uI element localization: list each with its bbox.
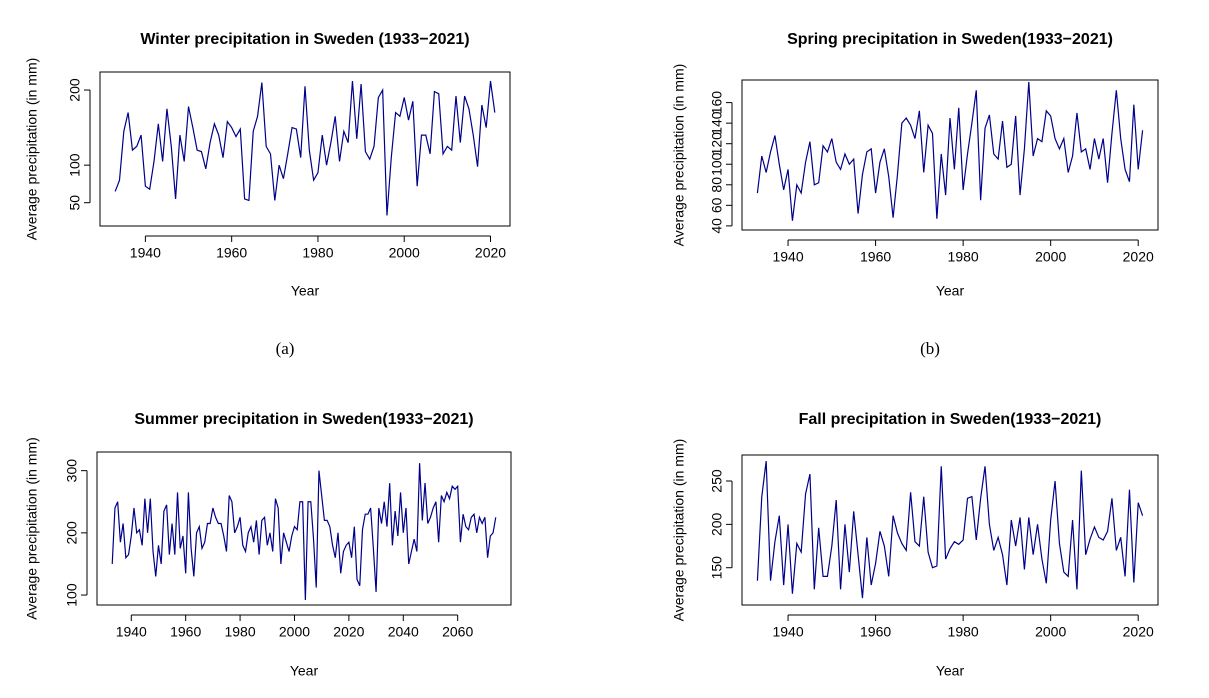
x-axis-label: Year (936, 663, 965, 679)
data-line (111, 463, 497, 601)
x-tick-label: 1960 (216, 245, 247, 261)
x-tick-label: 2020 (475, 245, 506, 261)
x-tick-label: 1960 (170, 624, 201, 640)
x-tick-label: 2000 (1035, 249, 1066, 265)
y-tick-label: 60 (709, 197, 725, 213)
caption: (b) (920, 339, 940, 358)
x-tick-label: 2040 (388, 624, 419, 640)
x-tick-label: 2000 (389, 245, 420, 261)
x-tick-label: 1960 (860, 249, 891, 265)
y-axis-label: Average precipitation (in mm) (671, 439, 687, 622)
y-tick-label: 300 (64, 459, 80, 483)
x-axis-label: Year (291, 283, 320, 299)
y-axis-label: Average precipitation (in mm) (24, 58, 40, 241)
y-tick-label: 100 (67, 153, 83, 177)
x-axis-label: Year (290, 663, 319, 679)
y-tick-label: 140 (709, 111, 725, 135)
plot-box (99, 71, 511, 227)
plot-box (96, 451, 512, 606)
y-tick-label: 250 (709, 469, 725, 493)
y-tick-label: 40 (709, 218, 725, 234)
y-tick-label: 150 (709, 556, 725, 580)
caption: (a) (276, 339, 295, 358)
x-tick-label: 1980 (948, 624, 979, 640)
x-tick-label: 1960 (860, 624, 891, 640)
y-tick-label: 50 (67, 195, 83, 211)
data-line (756, 460, 1144, 599)
plot-box (741, 454, 1159, 606)
y-tick-label: 120 (709, 132, 725, 156)
x-tick-label: 1980 (302, 245, 333, 261)
x-tick-label: 1940 (772, 249, 803, 265)
y-tick-label: 80 (709, 177, 725, 193)
y-axis-label: Average precipitation (in mm) (671, 64, 687, 247)
chart-title: Summer precipitation in Sweden(1933−2021… (134, 411, 473, 428)
y-tick-label: 200 (67, 78, 83, 102)
x-tick-label: 1940 (130, 245, 161, 261)
y-tick-label: 200 (64, 521, 80, 545)
plot-box (741, 79, 1159, 231)
x-tick-label: 2000 (279, 624, 310, 640)
x-tick-label: 2000 (1035, 624, 1066, 640)
x-tick-label: 1940 (772, 624, 803, 640)
x-tick-label: 2020 (1123, 249, 1154, 265)
y-tick-label: 160 (709, 91, 725, 115)
x-tick-label: 1980 (948, 249, 979, 265)
data-line (756, 82, 1144, 221)
y-tick-label: 100 (64, 583, 80, 607)
y-axis-label: Average precipitation (in mm) (24, 437, 40, 620)
x-tick-label: 1980 (224, 624, 255, 640)
chart-title: Winter precipitation in Sweden (1933−202… (140, 31, 469, 48)
x-axis-label: Year (936, 283, 965, 299)
data-line (114, 80, 496, 216)
x-tick-label: 2060 (442, 624, 473, 640)
x-tick-label: 2020 (1123, 624, 1154, 640)
y-tick-label: 200 (709, 512, 725, 536)
x-tick-label: 2020 (333, 624, 364, 640)
x-tick-label: 1940 (116, 624, 147, 640)
chart-title: Spring precipitation in Sweden(1933−2021… (787, 31, 1113, 48)
chart-title: Fall precipitation in Sweden(1933−2021) (799, 411, 1102, 428)
y-tick-label: 100 (709, 152, 725, 176)
